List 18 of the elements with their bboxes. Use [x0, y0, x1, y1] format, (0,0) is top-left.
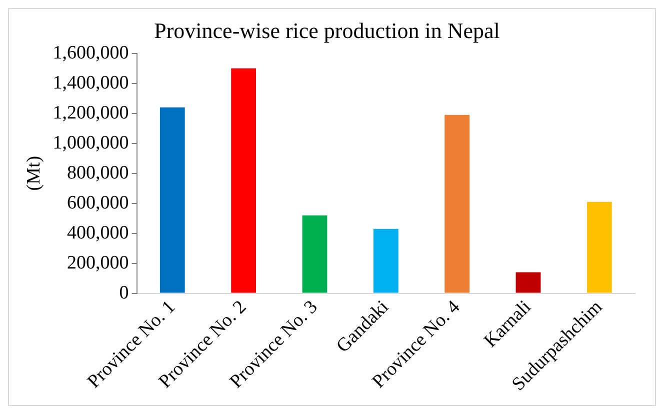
- bar: [516, 272, 541, 293]
- y-tick-label: 400,000: [67, 222, 129, 244]
- y-tick-label: 800,000: [67, 162, 129, 184]
- bar: [373, 228, 398, 293]
- y-tick-label: 1,000,000: [52, 132, 129, 154]
- bar: [302, 215, 328, 293]
- y-tick-label: 1,200,000: [52, 102, 129, 124]
- y-axis-title: (Mt): [23, 156, 44, 191]
- bar: [444, 114, 470, 293]
- chart-title: Province-wise rice production in Nepal: [154, 18, 500, 43]
- bar: [160, 107, 185, 293]
- y-tick-label: 1,400,000: [52, 72, 129, 94]
- bar: [586, 202, 612, 293]
- y-tick-label: 200,000: [67, 252, 129, 274]
- y-tick-label: 0: [119, 282, 129, 304]
- bar: [231, 68, 256, 293]
- y-tick-label: 1,600,000: [52, 42, 129, 64]
- y-tick-label: 600,000: [67, 192, 129, 214]
